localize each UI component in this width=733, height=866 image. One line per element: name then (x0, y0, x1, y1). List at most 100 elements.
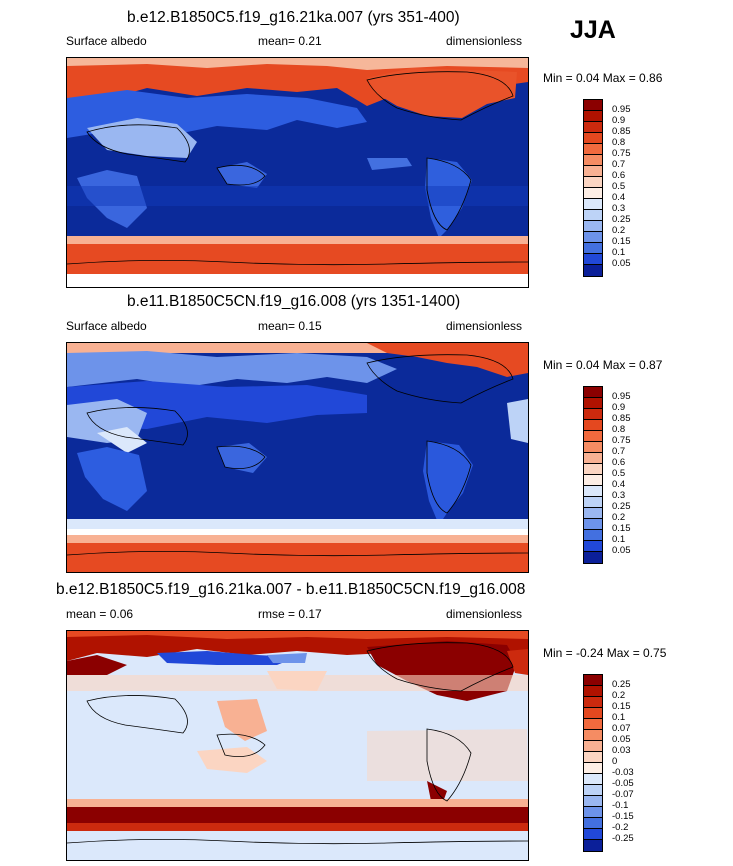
colorbar-tick-label: 0.2 (612, 225, 626, 236)
panel-2-mean-label: mean= 0.15 (258, 319, 322, 333)
colorbar-tick-label: 0.1 (612, 712, 626, 723)
colorbar-swatch (584, 387, 602, 398)
colorbar-tick-label: 0.05 (612, 258, 631, 269)
colorbar-swatch (584, 829, 602, 840)
colorbar-tick-label: 0.75 (612, 148, 631, 159)
panel-1-map-svg (67, 58, 528, 287)
panel-3-colorbar (583, 674, 603, 852)
panel-2-map (66, 342, 529, 573)
panel-1-mean-label: mean= 0.21 (258, 34, 322, 48)
colorbar-tick-label: 0.1 (612, 534, 626, 545)
colorbar-swatch (584, 232, 602, 243)
colorbar-swatch (584, 752, 602, 763)
colorbar-swatch (584, 431, 602, 442)
colorbar-swatch (584, 133, 602, 144)
colorbar-tick-label: 0.9 (612, 115, 626, 126)
colorbar-tick-label: 0.2 (612, 690, 626, 701)
colorbar-swatch (584, 486, 602, 497)
colorbar-tick-label: 0.6 (612, 170, 626, 181)
colorbar-swatch (584, 464, 602, 475)
colorbar-swatch (584, 453, 602, 464)
colorbar-tick-label: 0.8 (612, 424, 626, 435)
colorbar-swatch (584, 508, 602, 519)
colorbar-swatch (584, 188, 602, 199)
panel-3-rmse-label: rmse = 0.17 (258, 607, 322, 621)
colorbar-tick-label: 0.2 (612, 512, 626, 523)
panel-1-colorbar-labels: 0.95 0.9 0.85 0.8 0.75 0.7 0.6 0.5 0.4 0.3 0.25 0.2… (612, 104, 631, 269)
colorbar-tick-label: 0.5 (612, 181, 626, 192)
colorbar-swatch (584, 265, 602, 276)
colorbar-swatch (584, 719, 602, 730)
colorbar-tick-label: -0.07 (612, 789, 634, 800)
colorbar-tick-label: 0.05 (612, 734, 631, 745)
panel-2-variable-label: Surface albedo (66, 319, 147, 333)
colorbar-swatch (584, 442, 602, 453)
panel-3-minmax: Min = -0.24 Max = 0.75 (543, 646, 667, 660)
colorbar-tick-label: 0.7 (612, 446, 626, 457)
panel-3-units-label: dimensionless (446, 607, 523, 621)
colorbar-swatch (584, 708, 602, 719)
colorbar-swatch (584, 519, 602, 530)
colorbar-tick-label: 0.15 (612, 236, 631, 247)
panel-1-units-label: dimensionless (446, 34, 523, 48)
colorbar-swatch (584, 420, 602, 431)
colorbar-tick-label: 0.95 (612, 391, 631, 402)
colorbar-swatch (584, 221, 602, 232)
panel-3-colorbar-labels: 0.25 0.2 0.15 0.1 0.07 0.05 0.03 0 -0.03 -0.05 -0.… (612, 679, 634, 844)
colorbar-swatch (584, 796, 602, 807)
colorbar-tick-label: 0.15 (612, 701, 631, 712)
colorbar-swatch (584, 530, 602, 541)
colorbar-swatch (584, 774, 602, 785)
panel-1-title: b.e12.B1850C5.f19_g16.21ka.007 (yrs 351-… (127, 9, 460, 26)
panel-2-units-label: dimensionless (446, 319, 523, 333)
colorbar-tick-label: 0 (612, 756, 618, 767)
colorbar-swatch (584, 840, 602, 851)
colorbar-tick-label: -0.1 (612, 800, 629, 811)
colorbar-swatch (584, 166, 602, 177)
colorbar-swatch (584, 552, 602, 563)
colorbar-swatch (584, 730, 602, 741)
colorbar-tick-label: 0.05 (612, 545, 631, 556)
panel-2-map-svg (67, 343, 528, 572)
panel-1-colorbar (583, 99, 603, 277)
colorbar-swatch (584, 675, 602, 686)
colorbar-tick-label: 0.25 (612, 214, 631, 225)
colorbar-swatch (584, 807, 602, 818)
colorbar-tick-label: -0.03 (612, 767, 634, 778)
colorbar-tick-label: 0.1 (612, 247, 626, 258)
colorbar-tick-label: -0.15 (612, 811, 634, 822)
panel-2-title: b.e11.B1850C5CN.f19_g16.008 (yrs 1351-14… (127, 293, 461, 310)
colorbar-swatch (584, 177, 602, 188)
panel-2-colorbar-labels: 0.95 0.9 0.85 0.8 0.75 0.7 0.6 0.5 0.4 0.3 0.25 0.2… (612, 391, 631, 556)
colorbar-tick-label: -0.25 (612, 833, 634, 844)
colorbar-swatch (584, 475, 602, 486)
colorbar-swatch (584, 409, 602, 420)
colorbar-tick-label: -0.05 (612, 778, 634, 789)
colorbar-swatch (584, 818, 602, 829)
panel-2-colorbar (583, 386, 603, 564)
colorbar-tick-label: -0.2 (612, 822, 629, 833)
colorbar-tick-label: 0.7 (612, 159, 626, 170)
colorbar-tick-label: 0.3 (612, 203, 626, 214)
colorbar-tick-label: 0.95 (612, 104, 631, 115)
panel-3-map (66, 630, 529, 861)
panel-3-title: b.e12.B1850C5.f19_g16.21ka.007 - b.e11.B… (56, 581, 526, 598)
colorbar-swatch (584, 243, 602, 254)
colorbar-swatch (584, 210, 602, 221)
colorbar-tick-label: 0.4 (612, 192, 626, 203)
colorbar-tick-label: 0.5 (612, 468, 626, 479)
panel-1-minmax: Min = 0.04 Max = 0.86 (543, 71, 663, 85)
colorbar-swatch (584, 144, 602, 155)
colorbar-tick-label: 0.9 (612, 402, 626, 413)
colorbar-swatch (584, 398, 602, 409)
colorbar-swatch (584, 111, 602, 122)
colorbar-tick-label: 0.25 (612, 679, 631, 690)
colorbar-swatch (584, 199, 602, 210)
colorbar-swatch (584, 155, 602, 166)
colorbar-tick-label: 0.6 (612, 457, 626, 468)
colorbar-tick-label: 0.8 (612, 137, 626, 148)
colorbar-swatch (584, 785, 602, 796)
colorbar-tick-label: 0.25 (612, 501, 631, 512)
panel-3-mean-label: mean = 0.06 (66, 607, 134, 621)
colorbar-tick-label: 0.85 (612, 126, 631, 137)
